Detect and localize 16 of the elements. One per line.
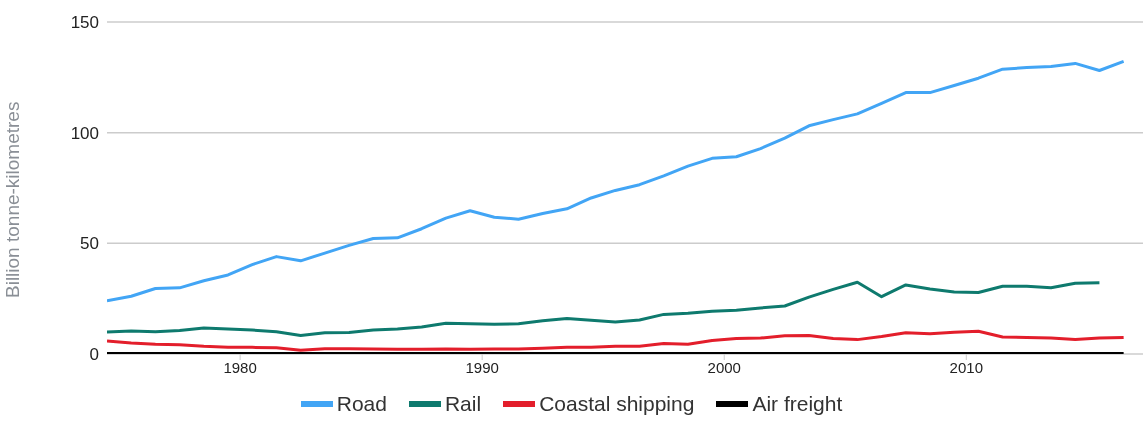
y-tick-label: 0 — [89, 345, 99, 365]
line-series — [107, 329, 1126, 352]
x-tick-label: 2000 — [707, 358, 741, 376]
line-series — [107, 59, 1126, 303]
legend-label: Air freight — [752, 392, 843, 416]
x-tick-label: 1980 — [223, 358, 257, 376]
y-tick-label: 100 — [70, 123, 99, 143]
legend-label: Coastal shipping — [539, 392, 695, 416]
y-tick-label: 150 — [70, 13, 99, 33]
y-tick-label: 50 — [80, 234, 99, 254]
x-tick-label: 1990 — [465, 358, 499, 376]
x-tick-label: 2010 — [949, 358, 983, 376]
legend-label: Rail — [444, 392, 482, 416]
legend-label: Road — [336, 392, 387, 416]
y-axis-title: Billion tonne-kilometres — [1, 101, 23, 298]
line-series — [107, 280, 1101, 337]
